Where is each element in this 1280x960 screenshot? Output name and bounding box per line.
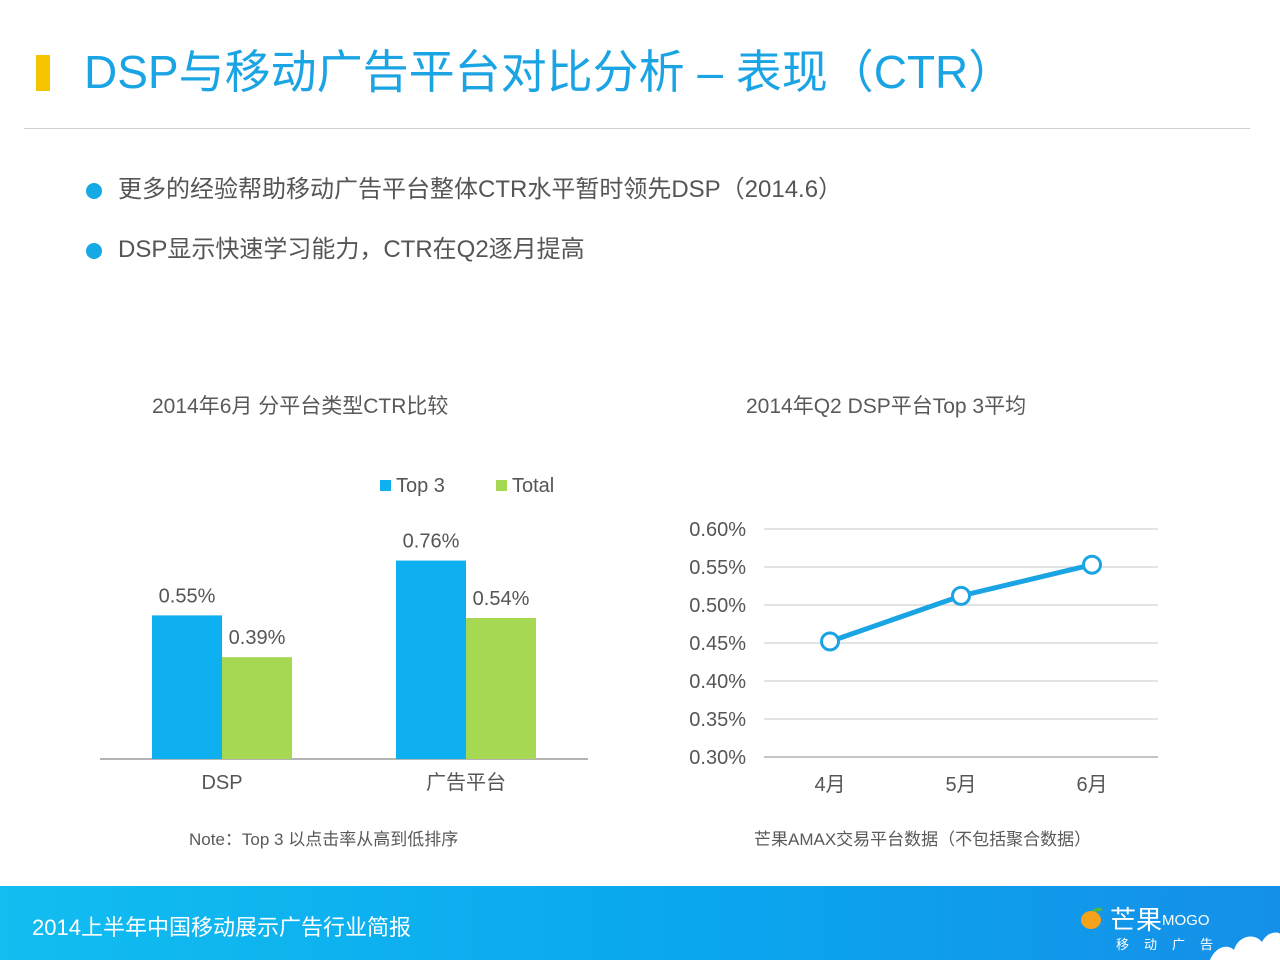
data-point [820,631,840,652]
y-tick-label: 0.50% [689,595,746,617]
bar-chart: Top 3 Total 0.55% 0.39% DSP 0.76% 0.54% 广告平台 [100,475,588,794]
x-tick-label: 6月 [1076,774,1107,796]
title-divider [24,128,1250,129]
brand-logo: 芒果 MOGO 移动广告 [1078,900,1228,956]
bar-value-label: 0.39% [229,627,286,649]
legend-swatch [380,480,391,491]
bullet-text: 更多的经验帮助移动广告平台整体CTR水平暂时领先DSP（2014.6） [118,176,843,203]
y-tick-label: 0.45% [689,633,746,655]
line-chart: 0.30% 0.35% 0.40% 0.45% 0.50% 0.55% 0.60% 4月 5月 6… [689,519,1158,796]
brand-tagline: 移动广告 [1116,937,1229,952]
mango-logo-icon [1081,907,1103,929]
x-tick-label: DSP [201,772,242,794]
x-tick-label: 4月 [814,774,845,796]
y-tick-label: 0.30% [689,747,746,769]
bar-value-label: 0.54% [473,588,530,610]
brand-name: 芒果 [1110,905,1163,935]
y-tick-label: 0.35% [689,709,746,731]
bar-chart-note: Note：Top 3 以点击率从高到低排序 [189,830,459,849]
x-tick-label: 5月 [945,774,976,796]
footer-bar: 2014上半年中国移动展示广告行业简报 芒果 MOGO 移动广告 [0,886,1280,960]
bar [466,618,536,759]
x-tick-label: 广告平台 [426,771,506,794]
legend-label: Top 3 [396,475,445,497]
data-point [951,585,971,606]
bar [222,657,292,759]
legend-label: Total [512,475,554,497]
y-tick-label: 0.60% [689,519,746,541]
bar-value-label: 0.76% [403,531,460,553]
bullet-dot-icon [86,183,102,199]
brand-sub: MOGO [1162,912,1210,929]
footer-title: 2014上半年中国移动展示广告行业简报 [32,915,411,940]
page-title: DSP与移动广告平台对比分析 – 表现（CTR） [84,46,1015,98]
line-chart-title: 2014年Q2 DSP平台Top 3平均 [746,395,1027,418]
bullet-dot-icon [86,243,102,259]
y-tick-label: 0.55% [689,557,746,579]
bar-value-label: 0.55% [159,585,216,607]
bullet-text: DSP显示快速学习能力，CTR在Q2逐月提高 [118,236,585,263]
cloud-decoration-icon [1210,932,1280,960]
y-tick-label: 0.40% [689,671,746,693]
data-point [1082,554,1102,575]
bar [396,560,466,759]
title-accent-bar [36,55,50,91]
line-chart-note: 芒果AMAX交易平台数据（不包括聚合数据） [754,830,1092,849]
bar-chart-title: 2014年6月 分平台类型CTR比较 [152,395,449,418]
legend-swatch [496,480,507,491]
bar [152,615,222,759]
